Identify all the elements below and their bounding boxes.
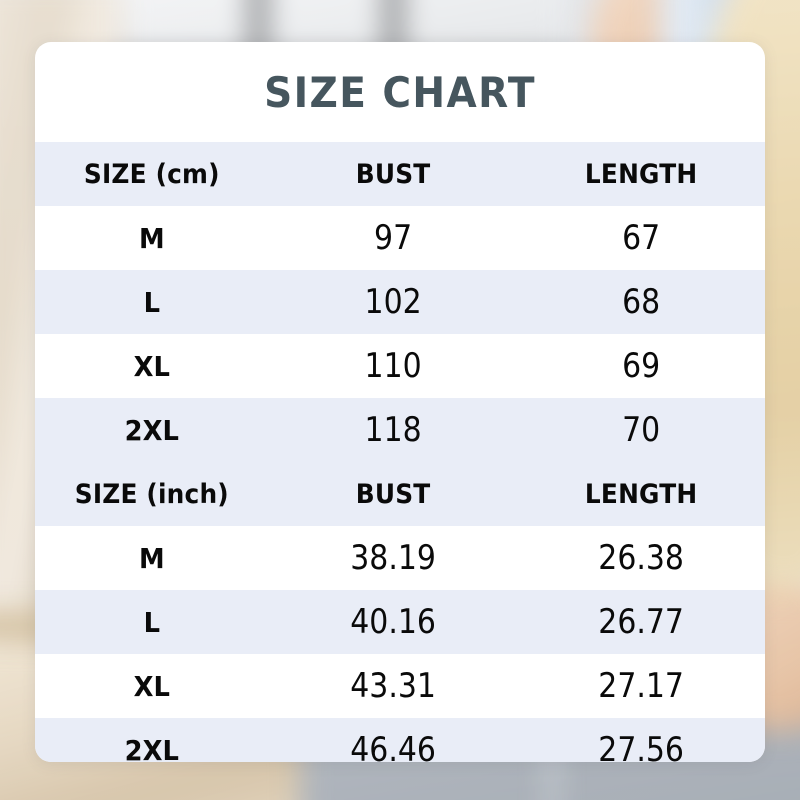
cell-size: XL (133, 349, 170, 383)
cell-length: 70 (621, 410, 660, 450)
cell-bust: 102 (364, 282, 422, 322)
table-row: XL 110 69 (35, 334, 765, 398)
cell-length: 68 (621, 282, 660, 322)
table-row: L 40.16 26.77 (35, 590, 765, 654)
cell-bust: 38.19 (349, 538, 436, 578)
cell-bust: 46.46 (349, 730, 436, 762)
column-header-size-inch: SIZE (inch) (74, 478, 229, 510)
table-row: 2XL 118 70 (35, 398, 765, 462)
column-header-size-cm: SIZE (cm) (83, 158, 220, 190)
column-header-length-cm: LENGTH (584, 158, 698, 190)
cell-bust: 97 (373, 218, 412, 258)
column-header-bust-cm: BUST (355, 158, 431, 190)
column-header-length-inch: LENGTH (584, 478, 698, 510)
column-header-bust-inch: BUST (355, 478, 431, 510)
cell-length: 27.17 (598, 666, 684, 706)
page-title: SIZE CHART (264, 67, 536, 117)
cell-bust: 43.31 (349, 666, 436, 706)
cell-size: M (138, 221, 165, 255)
table-row: M 97 67 (35, 206, 765, 270)
cell-size: L (143, 605, 161, 639)
cell-size: L (143, 285, 161, 319)
cell-length: 26.38 (598, 538, 684, 578)
table-row: XL 43.31 27.17 (35, 654, 765, 718)
table-row: L 102 68 (35, 270, 765, 334)
cell-length: 67 (621, 218, 660, 258)
cell-size: 2XL (124, 733, 179, 763)
size-chart-card: SIZE CHART SIZE (cm) BUST LENGTH M 97 67… (35, 42, 765, 762)
size-chart-table: SIZE (cm) BUST LENGTH M 97 67 L 102 68 X… (35, 142, 765, 762)
cell-length: 27.56 (598, 730, 684, 762)
table-header-row-cm: SIZE (cm) BUST LENGTH (35, 142, 765, 206)
table-row: M 38.19 26.38 (35, 526, 765, 590)
cell-length: 69 (621, 346, 660, 386)
cell-bust: 118 (364, 410, 422, 450)
cell-bust: 110 (364, 346, 422, 386)
cell-size: M (138, 541, 165, 575)
table-row: 2XL 46.46 27.56 (35, 718, 765, 762)
table-header-row-inch: SIZE (inch) BUST LENGTH (35, 462, 765, 526)
cell-size: 2XL (124, 413, 179, 447)
cell-bust: 40.16 (349, 602, 436, 642)
cell-length: 26.77 (598, 602, 684, 642)
cell-size: XL (133, 669, 170, 703)
